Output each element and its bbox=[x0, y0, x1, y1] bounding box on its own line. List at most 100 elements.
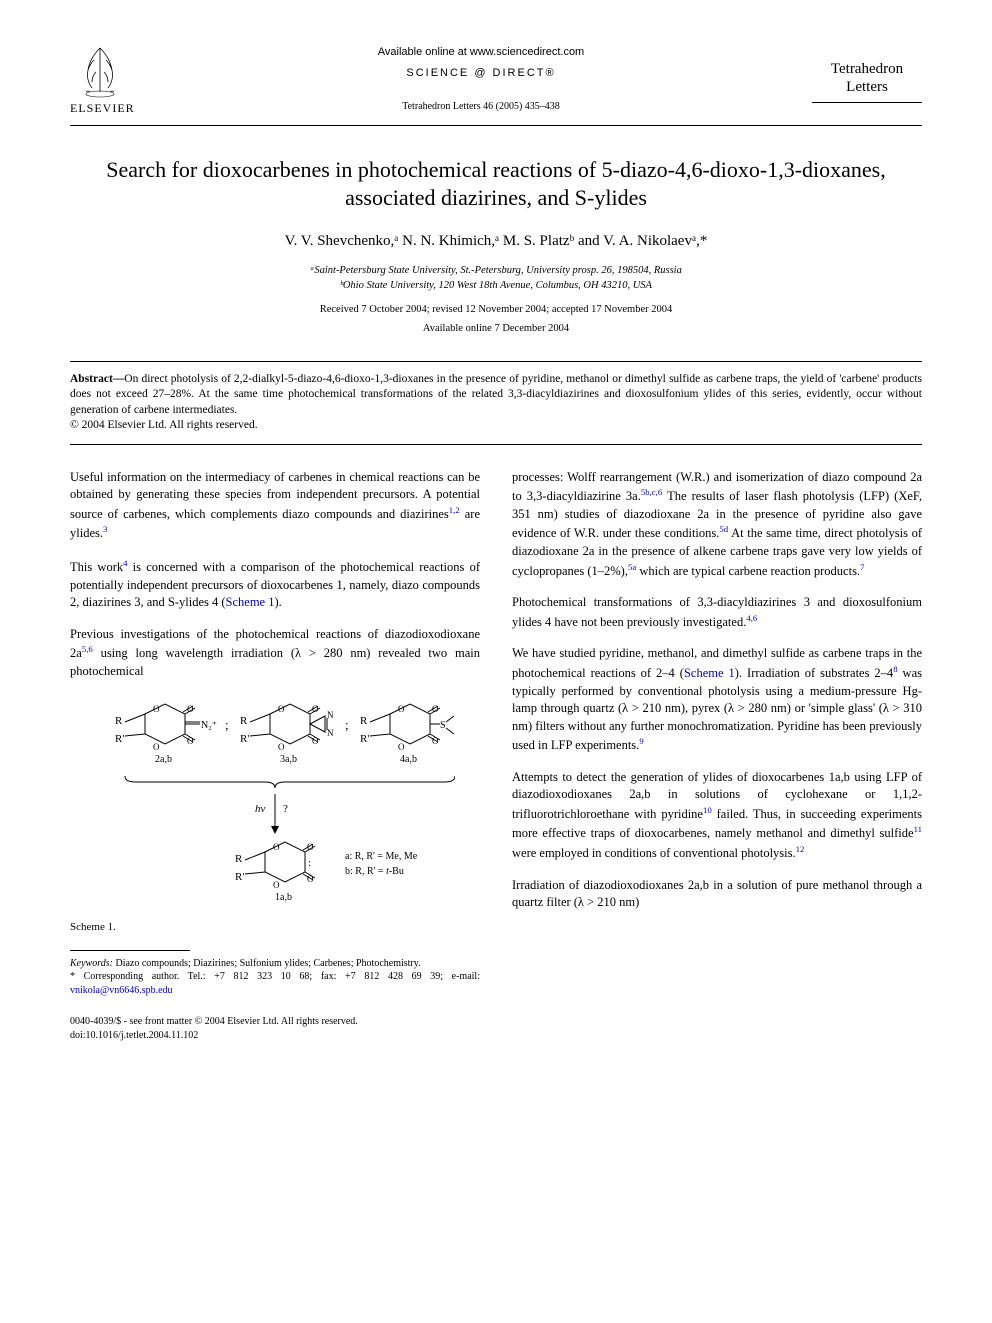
para-4: processes: Wolff rearrangement (W.R.) an… bbox=[512, 469, 922, 580]
ref-5a[interactable]: 5a bbox=[628, 562, 636, 572]
svg-text:1a,b: 1a,b bbox=[275, 892, 292, 903]
right-column: processes: Wolff rearrangement (W.R.) an… bbox=[512, 469, 922, 998]
header-row: ELSEVIER Available online at www.science… bbox=[70, 40, 922, 117]
p8-text: Irradiation of diazodioxodioxanes 2a,b i… bbox=[512, 878, 922, 910]
svg-text:N: N bbox=[327, 728, 334, 738]
p1-text: Useful information on the intermediacy o… bbox=[70, 470, 480, 521]
date-online: Available online 7 December 2004 bbox=[70, 322, 922, 337]
svg-text:O: O bbox=[278, 742, 285, 752]
elsevier-tree-icon bbox=[70, 40, 130, 100]
para-6: We have studied pyridine, methanol, and … bbox=[512, 645, 922, 754]
affiliations: ᵃSaint-Petersburg State University, St.-… bbox=[70, 264, 922, 293]
para-3: Previous investigations of the photochem… bbox=[70, 626, 480, 681]
svg-text:O: O bbox=[398, 742, 405, 752]
abstract: Abstract—On direct photolysis of 2,2-dia… bbox=[70, 372, 922, 434]
journal-name-box: Tetrahedron Letters bbox=[812, 40, 922, 103]
svg-text:4a,b: 4a,b bbox=[400, 754, 417, 765]
issn-copyright: 0040-4039/$ - see front matter © 2004 El… bbox=[70, 1015, 922, 1029]
article-title: Search for dioxocarbenes in photochemica… bbox=[90, 156, 902, 213]
scheme-1-caption: Scheme 1. bbox=[70, 920, 480, 935]
publisher-name: ELSEVIER bbox=[70, 100, 150, 117]
svg-text:O: O bbox=[273, 842, 280, 852]
journal-name-line1: Tetrahedron bbox=[812, 60, 922, 78]
scheme-1-figure: R R' O O O O bbox=[70, 694, 480, 935]
scheme-1-svg: R R' O O O O bbox=[95, 694, 455, 914]
header-center: Available online at www.sciencedirect.co… bbox=[150, 40, 812, 114]
p6-tail: ). Irradiation of substrates 2–4 bbox=[735, 666, 893, 680]
p5-text: Photochemical transformations of 3,3-dia… bbox=[512, 595, 922, 629]
ref-5d[interactable]: 5d bbox=[719, 524, 728, 534]
ref-10[interactable]: 10 bbox=[703, 805, 712, 815]
keywords-label: Keywords: bbox=[70, 958, 113, 969]
affiliation-b: ᵇOhio State University, 120 West 18th Av… bbox=[70, 279, 922, 294]
svg-text:O: O bbox=[153, 742, 160, 752]
ref-7[interactable]: 7 bbox=[860, 562, 864, 572]
abstract-text: On direct photolysis of 2,2-dialkyl-5-di… bbox=[70, 373, 922, 416]
svg-text:b: R, R' = t-Bu: b: R, R' = t-Bu bbox=[345, 866, 404, 877]
footnotes: Keywords: Diazo compounds; Diazirines; S… bbox=[70, 957, 480, 998]
svg-text:R': R' bbox=[360, 733, 369, 745]
top-rule bbox=[70, 125, 922, 126]
abstract-rule-bot bbox=[70, 444, 922, 445]
p7-tail2: were employed in conditions of conventio… bbox=[512, 846, 796, 860]
scheme-link-2[interactable]: Scheme 1 bbox=[684, 666, 735, 680]
p2-text: This work bbox=[70, 560, 123, 574]
svg-text:R: R bbox=[235, 853, 243, 865]
para-2: This work4 is concerned with a compariso… bbox=[70, 557, 480, 612]
svg-text:R: R bbox=[115, 715, 123, 727]
svg-text:O: O bbox=[273, 880, 280, 890]
doi: doi:10.1016/j.tetlet.2004.11.102 bbox=[70, 1029, 922, 1043]
svg-text:R': R' bbox=[235, 871, 244, 883]
keywords-line: Keywords: Diazo compounds; Diazirines; S… bbox=[70, 957, 480, 971]
corresponding-text: * Corresponding author. Tel.: +7 812 323… bbox=[70, 971, 480, 982]
journal-reference: Tetrahedron Letters 46 (2005) 435–438 bbox=[150, 100, 812, 114]
publisher-logo: ELSEVIER bbox=[70, 40, 150, 117]
ref-4-6[interactable]: 4,6 bbox=[746, 613, 757, 623]
corresponding-email[interactable]: vnikola@vn6646.spb.edu bbox=[70, 985, 173, 996]
available-online-text: Available online at www.sciencedirect.co… bbox=[150, 45, 812, 60]
ref-5-6[interactable]: 5,6 bbox=[82, 644, 93, 654]
svg-text:;: ; bbox=[345, 717, 349, 732]
svg-text:R': R' bbox=[115, 733, 124, 745]
ref-3[interactable]: 3 bbox=[103, 524, 107, 534]
svg-text:a: R, R' = Me, Me: a: R, R' = Me, Me bbox=[345, 851, 418, 862]
svg-text:2a,b: 2a,b bbox=[155, 754, 172, 765]
bottom-line: 0040-4039/$ - see front matter © 2004 El… bbox=[70, 1015, 922, 1043]
date-received: Received 7 October 2004; revised 12 Nove… bbox=[70, 303, 922, 318]
ref-5bc6[interactable]: 5b,c,6 bbox=[641, 487, 662, 497]
ref-1-2[interactable]: 1,2 bbox=[449, 505, 460, 515]
svg-text::: : bbox=[308, 857, 311, 869]
svg-text:3a,b: 3a,b bbox=[280, 754, 297, 765]
two-column-body: Useful information on the intermediacy o… bbox=[70, 469, 922, 998]
svg-text:hv: hv bbox=[255, 803, 266, 815]
svg-text:N₂⁺: N₂⁺ bbox=[201, 720, 217, 731]
ref-11[interactable]: 11 bbox=[914, 824, 922, 834]
corresponding-author: * Corresponding author. Tel.: +7 812 323… bbox=[70, 970, 480, 997]
journal-name-line2: Letters bbox=[812, 78, 922, 96]
svg-text:R: R bbox=[360, 715, 368, 727]
svg-text:O: O bbox=[278, 704, 285, 714]
scheme-link-1[interactable]: Scheme 1 bbox=[226, 595, 275, 609]
svg-text:R: R bbox=[240, 715, 248, 727]
affiliation-a: ᵃSaint-Petersburg State University, St.-… bbox=[70, 264, 922, 279]
svg-text:R': R' bbox=[240, 733, 249, 745]
abstract-copyright: © 2004 Elsevier Ltd. All rights reserved… bbox=[70, 418, 922, 434]
para-1: Useful information on the intermediacy o… bbox=[70, 469, 480, 543]
svg-text:;: ; bbox=[225, 717, 229, 732]
authors: V. V. Shevchenko,ᵃ N. N. Khimich,ᵃ M. S.… bbox=[70, 231, 922, 252]
para-5: Photochemical transformations of 3,3-dia… bbox=[512, 594, 922, 631]
svg-text:O: O bbox=[398, 704, 405, 714]
ref-9[interactable]: 9 bbox=[639, 736, 643, 746]
keywords-text: Diazo compounds; Diazirines; Sulfonium y… bbox=[113, 958, 421, 969]
svg-text:O: O bbox=[153, 704, 160, 714]
svg-text:S: S bbox=[440, 720, 446, 731]
abstract-rule-top bbox=[70, 361, 922, 362]
left-column: Useful information on the intermediacy o… bbox=[70, 469, 480, 998]
para-7: Attempts to detect the generation of yli… bbox=[512, 769, 922, 863]
ref-12[interactable]: 12 bbox=[796, 844, 805, 854]
svg-text:N: N bbox=[327, 710, 334, 720]
footnote-rule bbox=[70, 950, 190, 951]
p4-tail3: which are typical carbene reaction produ… bbox=[636, 564, 860, 578]
svg-text:?: ? bbox=[283, 803, 288, 815]
abstract-label: Abstract— bbox=[70, 373, 124, 385]
